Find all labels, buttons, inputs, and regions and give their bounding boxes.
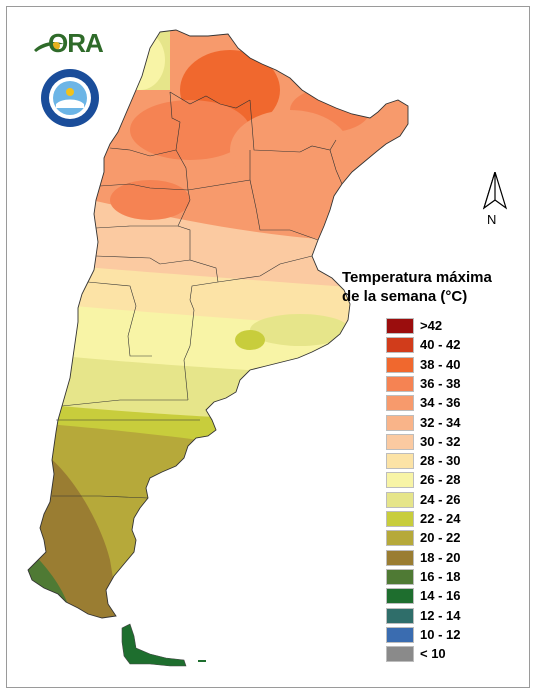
legend-label: 12 - 14 [420,607,461,623]
legend-label: 14 - 16 [420,588,461,604]
legend-item: < 10 [386,646,506,663]
legend-item: 18 - 20 [386,549,506,566]
legend-label: 22 - 24 [420,511,461,526]
legend-label: 38 - 40 [420,356,461,372]
legend-swatch [386,375,414,392]
ora-logo-text: ORA [48,28,104,58]
legend-swatch [386,511,414,527]
legend-label: 16 - 18 [420,568,461,584]
legend-label: < 10 [420,646,446,662]
north-arrow: N [480,169,510,232]
province-borders [52,91,343,499]
north-label: N [487,212,497,227]
legend-item: 38 - 40 [386,356,506,373]
smn-seal-icon [40,68,100,128]
legend-swatch [386,491,414,508]
legend-label: 26 - 28 [420,472,461,488]
legend-item: 12 - 14 [386,607,506,624]
legend-swatch [386,318,414,334]
legend-label: 18 - 20 [420,549,461,565]
legend-item: 26 - 28 [386,472,506,489]
legend-item: 14 - 16 [386,588,506,605]
legend-item: 40 - 42 [386,337,506,354]
legend-title: Temperatura máxima de la semana (°C) [342,268,517,306]
legend-swatch [386,395,414,412]
legend-swatch [386,646,414,663]
legend-label: 20 - 22 [420,530,461,546]
legend-swatch [386,453,414,470]
legend-swatch [386,607,414,624]
legend-item: 36 - 38 [386,375,506,392]
legend-item: 34 - 36 [386,395,506,412]
legend-item: 30 - 32 [386,433,506,450]
legend-item: 24 - 26 [386,491,506,508]
north-arrow-icon [482,169,508,210]
tierra-del-fuego [121,623,187,667]
legend-title-line1: Temperatura máxima [342,269,492,286]
legend-swatch [386,356,414,373]
legend-title-line2: de la semana (°C) [342,288,468,305]
legend-label: >42 [420,318,443,333]
legend-item: 28 - 30 [386,453,506,470]
legend-label: 10 - 12 [420,626,461,642]
legend-label: 34 - 36 [420,395,461,411]
legend-item: 20 - 22 [386,530,506,547]
legend-swatch [386,414,414,431]
legend-swatch [386,433,414,450]
ora-logo: ORA [34,28,106,62]
legend-label: 30 - 32 [420,433,461,449]
legend-item: 10 - 12 [386,626,506,643]
legend-swatch [386,472,414,489]
legend-item: >42 [386,318,506,334]
legend-swatch [386,626,414,643]
legend-swatch [386,588,414,605]
legend-label: 24 - 26 [420,491,461,507]
legend-label: 32 - 34 [420,414,461,430]
legend-item: 16 - 18 [386,568,506,585]
legend-swatch [386,549,414,566]
legend-swatch [386,337,414,354]
legend-label: 36 - 38 [420,375,461,391]
legend-swatch [386,568,414,585]
legend-item: 32 - 34 [386,414,506,431]
legend-swatch [386,530,414,547]
ora-swoosh-icon [34,42,64,52]
legend-label: 40 - 42 [420,337,461,353]
legend-label: 28 - 30 [420,453,461,469]
legend-item: 22 - 24 [386,511,506,527]
